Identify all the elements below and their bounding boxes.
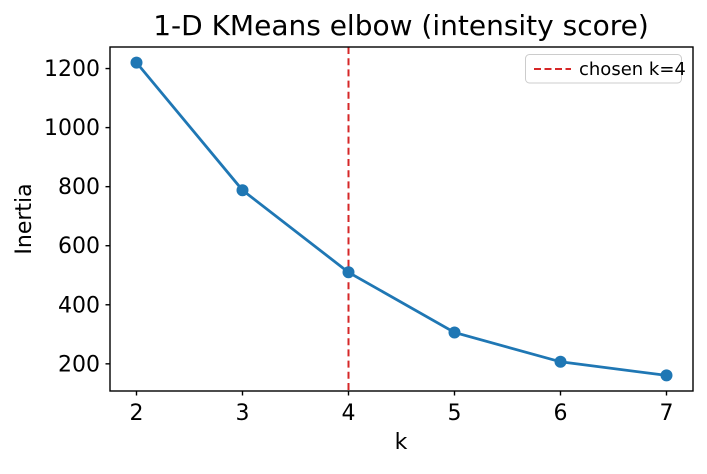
x-tick-label: 4 xyxy=(342,401,356,426)
y-tick-label: 1200 xyxy=(44,57,100,82)
x-tick-label: 6 xyxy=(554,401,568,426)
legend: chosen k=4 xyxy=(525,54,686,84)
data-point xyxy=(448,326,461,339)
data-point xyxy=(236,184,249,197)
y-axis-ticks: 200 400 600 800 1000 1200 xyxy=(44,57,110,377)
series-layer xyxy=(130,56,673,382)
y-tick-label: 400 xyxy=(58,293,100,318)
data-point xyxy=(554,355,567,368)
data-point xyxy=(342,266,355,279)
data-point xyxy=(130,56,143,69)
x-tick-label: 2 xyxy=(130,401,144,426)
x-tick-label: 5 xyxy=(448,401,462,426)
x-tick-label: 7 xyxy=(660,401,674,426)
x-axis-ticks: 2 3 4 5 6 7 xyxy=(130,391,674,426)
x-axis-label: k xyxy=(395,430,408,455)
legend-frame xyxy=(525,54,682,84)
y-axis-label: Inertia xyxy=(12,183,37,254)
series-line xyxy=(135,61,668,377)
legend-label: chosen k=4 xyxy=(579,59,686,80)
chart-title: 1-D KMeans elbow (intensity score) xyxy=(153,9,649,42)
plot-area-frame xyxy=(109,46,694,392)
data-point xyxy=(660,369,673,382)
y-tick-label: 1000 xyxy=(44,116,100,141)
y-tick-label: 800 xyxy=(58,175,100,200)
x-tick-label: 3 xyxy=(236,401,250,426)
y-tick-label: 200 xyxy=(58,352,100,377)
y-tick-label: 600 xyxy=(58,234,100,259)
